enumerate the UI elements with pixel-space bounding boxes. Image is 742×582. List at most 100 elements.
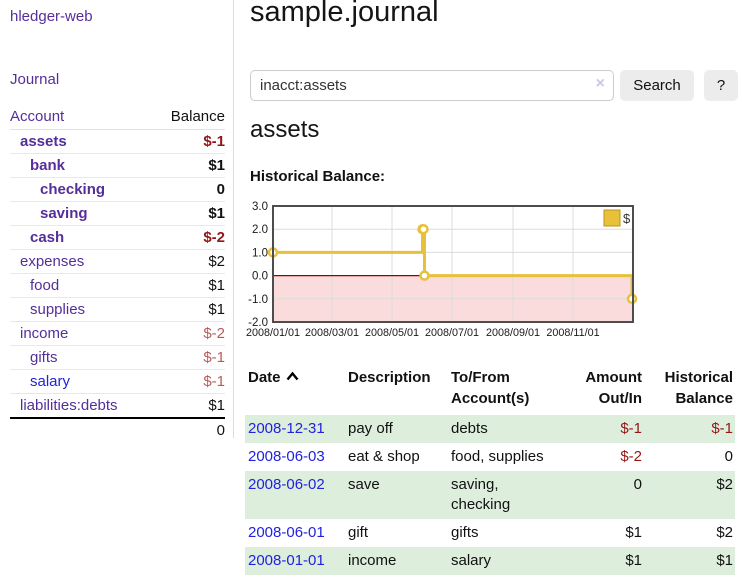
total-balance: 0 bbox=[152, 417, 225, 442]
transaction-date-link[interactable]: 2008-12-31 bbox=[248, 420, 325, 437]
svg-text:-1.0: -1.0 bbox=[248, 294, 268, 306]
accounts-cell: debts bbox=[451, 420, 488, 437]
balance-cell: $1 bbox=[152, 393, 225, 419]
table-row: 2008-06-01 gift gifts $1 $2 bbox=[245, 519, 735, 547]
balance-cell: $-1 bbox=[152, 129, 225, 154]
register-header-row: Date Description To/From Account(s) Amou… bbox=[245, 365, 735, 415]
account-link-income[interactable]: income bbox=[20, 325, 69, 342]
transaction-date-link[interactable]: 2008-01-01 bbox=[248, 552, 325, 569]
balance-cell: $1 bbox=[716, 552, 733, 569]
search-button[interactable]: Search bbox=[620, 70, 694, 101]
balance-cell: $-2 bbox=[152, 321, 225, 346]
historical-balance-chart: 3.0 2.0 1.0 0.0 -1.0 -2.0 2008/01/01 2008/03/01… bbox=[243, 200, 641, 342]
table-row: expenses $2 bbox=[10, 249, 225, 274]
balance-cell: $1 bbox=[152, 153, 225, 178]
balance-cell: $-1 bbox=[152, 345, 225, 370]
svg-text:2008/01/01: 2008/01/01 bbox=[246, 327, 300, 339]
sidebar-item-journal[interactable]: Journal bbox=[10, 71, 60, 88]
svg-text:2008/03/01: 2008/03/01 bbox=[305, 327, 359, 339]
transaction-date-link[interactable]: 2008-06-01 bbox=[248, 524, 325, 541]
transaction-date-link[interactable]: 2008-06-02 bbox=[248, 476, 325, 493]
register-table: Date Description To/From Account(s) Amou… bbox=[245, 365, 735, 575]
account-link-saving[interactable]: saving bbox=[40, 205, 88, 222]
svg-text:3.0: 3.0 bbox=[252, 201, 268, 213]
balance-cell: $2 bbox=[152, 249, 225, 274]
chart-title: Historical Balance: bbox=[250, 168, 386, 185]
svg-text:1.0: 1.0 bbox=[252, 247, 268, 259]
balance-cell: $2 bbox=[716, 524, 733, 541]
amount-cell: $1 bbox=[625, 552, 642, 569]
amount-column-header: Amount Out/In bbox=[585, 369, 642, 407]
table-row: checking 0 bbox=[10, 177, 225, 202]
account-link-bank[interactable]: bank bbox=[30, 157, 66, 174]
svg-text:$: $ bbox=[623, 211, 631, 226]
amount-cell: $1 bbox=[625, 524, 642, 541]
accounts-column-header: To/From Account(s) bbox=[451, 369, 530, 407]
table-row: 2008-01-01 income salary $1 $1 bbox=[245, 547, 735, 575]
svg-text:-2.0: -2.0 bbox=[248, 317, 268, 329]
description-cell: pay off bbox=[348, 420, 393, 437]
sidebar: hledger-web Journal Account Balance asse… bbox=[0, 0, 234, 442]
balance-column-header: Balance bbox=[152, 104, 225, 130]
balance-cell: $1 bbox=[152, 297, 225, 322]
date-column-header[interactable]: Date bbox=[245, 365, 345, 415]
account-link-liabilities-debts[interactable]: liabilities:debts bbox=[20, 397, 118, 414]
description-cell: save bbox=[348, 476, 380, 493]
table-row: 2008-06-02 save saving, checking 0 $2 bbox=[245, 471, 735, 519]
table-row: bank $1 bbox=[10, 153, 225, 178]
accounts-total-row: 0 bbox=[10, 417, 225, 442]
balance-column-header: Historical Balance bbox=[664, 369, 733, 407]
balance-cell: $2 bbox=[716, 476, 733, 493]
account-link-checking[interactable]: checking bbox=[40, 181, 106, 198]
description-cell: gift bbox=[348, 524, 369, 541]
table-row: income $-2 bbox=[10, 321, 225, 346]
transaction-date-link[interactable]: 2008-06-03 bbox=[248, 448, 325, 465]
svg-text:2.0: 2.0 bbox=[252, 224, 268, 236]
table-row: food $1 bbox=[10, 273, 225, 298]
help-button[interactable]: ? bbox=[704, 70, 738, 101]
account-link-cash[interactable]: cash bbox=[30, 229, 65, 246]
table-row: salary $-1 bbox=[10, 369, 225, 394]
balance-cell: $-2 bbox=[152, 225, 225, 250]
accounts-cell: saving, checking bbox=[451, 476, 511, 513]
balance-cell: 0 bbox=[724, 448, 733, 465]
account-link-expenses[interactable]: expenses bbox=[20, 253, 85, 270]
table-row: 2008-12-31 pay off debts $-1 $-1 bbox=[245, 415, 735, 443]
balance-cell: 0 bbox=[152, 177, 225, 202]
page-title: sample.journal bbox=[250, 0, 439, 28]
search-input-wrap: × bbox=[250, 70, 614, 101]
svg-text:2008/09/01: 2008/09/01 bbox=[486, 327, 540, 339]
table-row: gifts $-1 bbox=[10, 345, 225, 370]
account-link-gifts[interactable]: gifts bbox=[30, 349, 58, 366]
accounts-table-header: Account Balance bbox=[10, 104, 225, 130]
account-link-supplies[interactable]: supplies bbox=[30, 301, 86, 318]
account-link-assets[interactable]: assets bbox=[20, 133, 67, 150]
table-row: assets $-1 bbox=[10, 129, 225, 154]
sort-ascending-icon bbox=[286, 367, 299, 388]
accounts-cell: gifts bbox=[451, 524, 479, 541]
balance-cell: $1 bbox=[152, 273, 225, 298]
table-row: 2008-06-03 eat & shop food, supplies $-2… bbox=[245, 443, 735, 471]
balance-cell: $1 bbox=[152, 201, 225, 226]
table-row: supplies $1 bbox=[10, 297, 225, 322]
account-column-header: Account bbox=[10, 104, 153, 130]
description-cell: income bbox=[348, 552, 397, 569]
svg-text:2008/05/01: 2008/05/01 bbox=[365, 327, 419, 339]
app-title-link[interactable]: hledger-web bbox=[10, 8, 93, 25]
account-link-food[interactable]: food bbox=[30, 277, 60, 294]
svg-text:2008/07/01: 2008/07/01 bbox=[425, 327, 479, 339]
balance-cell: $-1 bbox=[711, 420, 733, 437]
account-link-salary[interactable]: salary bbox=[30, 373, 71, 390]
search-input[interactable] bbox=[250, 70, 614, 101]
amount-cell: $-2 bbox=[620, 448, 642, 465]
svg-text:2008/11/01: 2008/11/01 bbox=[546, 327, 599, 339]
description-column-header: Description bbox=[348, 369, 431, 386]
accounts-cell: salary bbox=[451, 552, 492, 569]
clear-search-icon[interactable]: × bbox=[595, 75, 605, 92]
amount-cell: $-1 bbox=[620, 420, 642, 437]
table-row: cash $-2 bbox=[10, 225, 225, 250]
accounts-cell: food, supplies bbox=[451, 448, 544, 465]
accounts-table: Account Balance assets $-1 bank $1 check… bbox=[10, 104, 225, 442]
description-cell: eat & shop bbox=[348, 448, 420, 465]
amount-cell: 0 bbox=[633, 476, 642, 493]
